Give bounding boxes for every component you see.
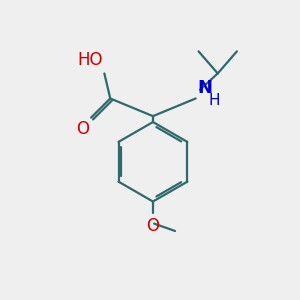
Text: O: O [146,217,159,235]
Text: HO: HO [77,51,103,69]
Text: O: O [76,120,89,138]
Text: N: N [197,79,212,97]
Text: H: H [209,93,220,108]
